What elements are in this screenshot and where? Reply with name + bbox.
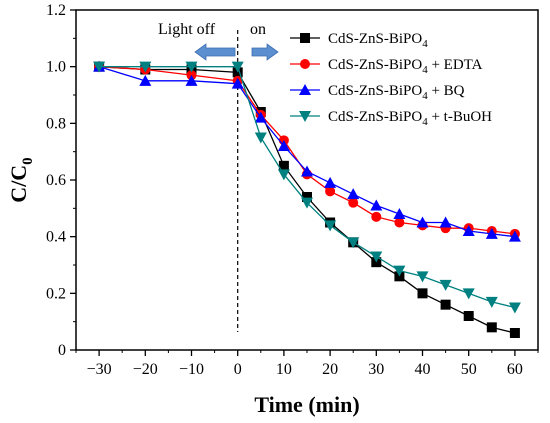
light-on-label: on — [250, 21, 266, 38]
y-axis-title: C/C0 — [6, 157, 36, 202]
data-point-square — [509, 328, 520, 338]
data-point-square — [463, 311, 474, 321]
legend-label-main: CdS-ZnS-BiPO — [328, 57, 422, 73]
data-point-triangle-up — [508, 230, 521, 242]
legend-label-subscript: 4 — [422, 116, 428, 128]
data-point-triangle-up — [299, 84, 311, 95]
x-tick-label: −30 — [87, 361, 112, 378]
data-point-triangle-down — [370, 251, 383, 263]
data-point-triangle-up — [139, 74, 152, 86]
legend-item-2: CdS-ZnS-BiPO4 + BQ — [290, 83, 465, 102]
data-point-triangle-up — [370, 199, 383, 211]
x-tick-label: −10 — [179, 361, 204, 378]
data-point-triangle-up — [324, 176, 337, 188]
y-axis-title-main: C/C — [6, 165, 31, 203]
x-tick-label: 50 — [461, 361, 477, 378]
data-point-square — [300, 33, 310, 43]
data-point-triangle-down — [439, 279, 452, 291]
y-tick-label: 0.6 — [46, 172, 66, 189]
data-point-triangle-down — [301, 197, 313, 209]
data-point-triangle-down — [393, 265, 406, 277]
legend-label-main: CdS-ZnS-BiPO — [328, 109, 422, 125]
data-point-square — [417, 288, 428, 299]
data-point-triangle-down — [485, 296, 498, 308]
x-tick-label: 40 — [415, 361, 431, 378]
x-tick-label: −20 — [133, 361, 158, 378]
x-tick-label: 60 — [507, 361, 523, 378]
data-point-triangle-down — [347, 237, 360, 249]
y-tick-label: 0.8 — [46, 115, 66, 132]
series-2 — [93, 60, 521, 242]
legend-label-main: CdS-ZnS-BiPO — [328, 83, 422, 99]
data-point-triangle-up — [277, 140, 290, 151]
data-point-square — [278, 160, 289, 171]
series-line — [98, 66, 515, 238]
x-tick-label: 0 — [234, 361, 242, 378]
x-tick-label: 10 — [276, 361, 292, 378]
legend-label-subscript: 4 — [422, 64, 428, 76]
legend-label-main: CdS-ZnS-BiPO — [328, 31, 422, 47]
legend-label-suffix: + BQ — [428, 83, 465, 99]
legend-label: CdS-ZnS-BiPO4 + EDTA — [328, 57, 483, 76]
data-point-triangle-down — [277, 169, 290, 181]
data-point-triangle-up — [185, 74, 198, 86]
data-point-triangle-up — [231, 77, 244, 89]
right-arrow-icon — [251, 43, 279, 61]
legend-item-3: CdS-ZnS-BiPO4 + t-BuOH — [290, 109, 492, 128]
legend-label: CdS-ZnS-BiPO4 + t-BuOH — [328, 109, 492, 128]
x-tick-label: 20 — [322, 361, 338, 378]
data-point-circle — [371, 211, 382, 222]
data-point-square — [302, 192, 312, 202]
data-point-triangle-down — [416, 271, 429, 283]
data-point-triangle-down — [254, 132, 267, 144]
data-point-triangle-down — [508, 302, 521, 314]
data-point-triangle-up — [301, 165, 313, 177]
data-point-triangle-down — [185, 61, 198, 73]
series-3 — [93, 61, 521, 314]
series-line — [99, 66, 515, 235]
data-point-square — [486, 322, 497, 333]
legend-label-suffix: + EDTA — [428, 57, 483, 73]
legend-item-1: CdS-ZnS-BiPO4 + EDTA — [290, 57, 483, 76]
data-point-triangle-down — [139, 61, 152, 73]
data-point-circle — [348, 197, 359, 208]
data-point-triangle-up — [416, 216, 429, 228]
legend-label-suffix: + t-BuOH — [428, 109, 492, 125]
y-tick-label: 0 — [58, 342, 66, 359]
data-point-triangle-down — [231, 61, 244, 73]
data-point-triangle-up — [462, 225, 475, 236]
data-point-triangle-down — [462, 288, 475, 300]
data-point-triangle-up — [393, 208, 406, 219]
left-arrow-icon — [194, 43, 236, 61]
data-point-triangle-down — [299, 111, 311, 122]
data-point-square — [440, 299, 451, 310]
light-off-label: Light off — [158, 21, 216, 38]
legend-label: CdS-ZnS-BiPO4 + BQ — [328, 83, 465, 102]
series-line — [99, 66, 516, 334]
data-point-triangle-up — [254, 111, 267, 123]
data-point-triangle-down — [324, 220, 337, 232]
data-point-triangle-up — [485, 227, 498, 239]
y-tick-label: 0.2 — [46, 285, 66, 302]
data-point-triangle-up — [347, 188, 360, 200]
y-tick-label: 1.2 — [46, 2, 66, 19]
data-point-circle — [394, 217, 405, 228]
x-axis-title: Time (min) — [254, 392, 359, 417]
data-point-circle — [325, 186, 336, 197]
y-axis-title-subscript: 0 — [20, 157, 36, 165]
y-tick-label: 0.4 — [46, 229, 66, 246]
x-tick-label: 30 — [368, 361, 384, 378]
data-point-circle — [300, 59, 310, 69]
legend-label-subscript: 4 — [422, 38, 428, 50]
legend-label: CdS-ZnS-BiPO4 — [328, 31, 428, 50]
legend-label-subscript: 4 — [422, 90, 428, 102]
data-point-triangle-up — [439, 216, 452, 228]
series-line — [99, 66, 516, 309]
data-point-triangle-down — [93, 61, 106, 73]
legend-item-0: CdS-ZnS-BiPO4 — [290, 31, 428, 50]
y-tick-label: 1.0 — [46, 59, 66, 76]
